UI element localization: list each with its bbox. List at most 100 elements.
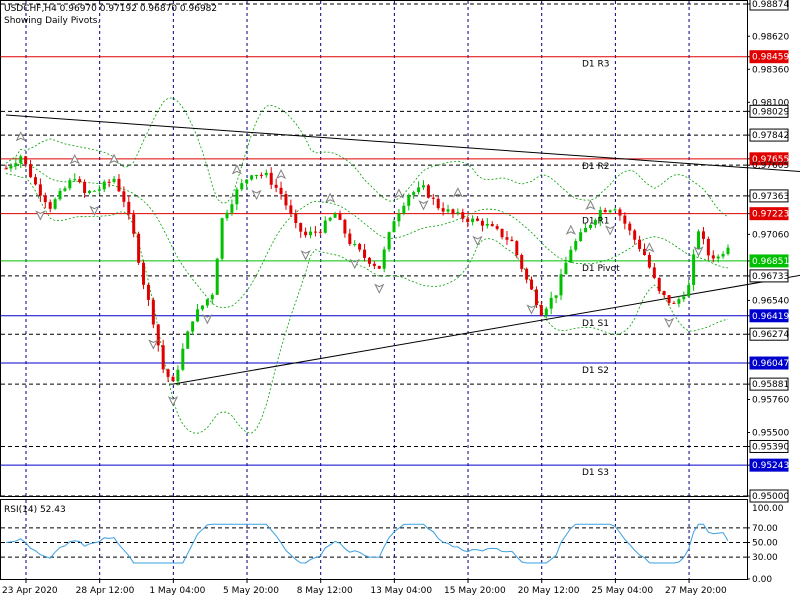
- bullish-candle: [235, 189, 239, 205]
- price-tag-box: [749, 50, 789, 64]
- bearish-candle: [623, 215, 627, 224]
- price-tick-label: 0.98874: [752, 0, 789, 10]
- fractal-down-arrow-icon: [374, 283, 385, 294]
- bearish-candle: [530, 279, 534, 290]
- horizontal-levels: [1, 3, 747, 497]
- bearish-candle: [127, 201, 131, 215]
- price-tag-box: [749, 327, 789, 341]
- fractal-up-arrow-icon: [585, 199, 596, 211]
- bullish-candle: [559, 274, 563, 296]
- bearish-candle: [107, 181, 111, 183]
- price-tag-box: [749, 377, 789, 391]
- bearish-candle: [4, 168, 8, 170]
- fractal-down-arrow-icon: [605, 225, 616, 236]
- bullish-candle: [412, 192, 416, 195]
- bearish-candle: [451, 209, 455, 214]
- bearish-candle: [24, 156, 28, 165]
- fractal-up-arrow-icon: [69, 154, 80, 165]
- bullish-candle: [574, 241, 578, 250]
- grid: [25, 1, 690, 579]
- fractal-up-arrow-icon: [565, 224, 576, 235]
- time-tick-label: 23 Apr 2020: [2, 586, 58, 596]
- bearish-candle: [426, 185, 430, 198]
- bullish-candle: [407, 194, 411, 206]
- bullish-candle: [264, 172, 268, 176]
- rsi-line: [5, 523, 729, 564]
- bearish-candle: [510, 239, 514, 242]
- bullish-candle: [333, 213, 337, 218]
- bullish-candle: [593, 219, 597, 225]
- bullish-candle: [485, 223, 489, 226]
- bearish-candle: [372, 263, 376, 266]
- bearish-candle: [500, 228, 504, 238]
- bearish-candle: [259, 174, 263, 176]
- bullish-candle: [53, 199, 57, 209]
- price-tick-label: 0.97060: [752, 230, 789, 240]
- bearish-candle: [647, 255, 651, 268]
- price-tag-box: [749, 309, 789, 323]
- bearish-candle: [476, 218, 480, 221]
- bearish-candle: [33, 177, 37, 185]
- bullish-candle: [186, 331, 190, 349]
- bullish-candle: [421, 185, 425, 188]
- trendlines[interactable]: [5, 114, 800, 385]
- bullish-candle: [328, 217, 332, 221]
- bearish-candle: [313, 231, 317, 233]
- bullish-candle: [14, 163, 18, 167]
- bearish-candle: [284, 194, 288, 206]
- fractals: [15, 131, 704, 407]
- bearish-candle: [363, 249, 367, 258]
- pivot-label: D1 R3: [582, 60, 610, 70]
- chart-subtitle: Showing Daily Pivots.: [4, 16, 100, 26]
- bearish-candle: [480, 220, 484, 226]
- bearish-candle: [618, 209, 622, 216]
- fractal-down-arrow-icon: [202, 314, 213, 325]
- bullish-candle: [392, 221, 396, 233]
- bullish-candle: [250, 175, 254, 180]
- time-tick-label: 27 May 20:00: [665, 586, 727, 596]
- rsi-tick-label: 70.00: [752, 524, 778, 534]
- bullish-candle: [309, 231, 313, 236]
- bearish-candle: [161, 345, 165, 370]
- pivot-label: D1 Pivot: [582, 264, 620, 274]
- bearish-candle: [436, 198, 440, 209]
- bearish-candle: [166, 369, 170, 377]
- rsi-header: RSI(14) 52.43: [4, 505, 66, 515]
- fractal-down-arrow-icon: [148, 339, 159, 350]
- price-tag-box: [749, 356, 789, 370]
- bearish-candle: [461, 212, 465, 219]
- bearish-candle: [137, 233, 141, 263]
- fractal-up-arrow-icon: [325, 192, 336, 203]
- bearish-candle: [338, 213, 342, 220]
- bearish-candle: [431, 197, 435, 199]
- bullish-candle: [92, 190, 96, 192]
- bearish-candle: [29, 164, 33, 178]
- bullish-candle: [97, 189, 101, 191]
- fractal-down-arrow-icon: [89, 205, 100, 216]
- price-tag-box: [749, 458, 789, 472]
- bearish-candle: [269, 172, 273, 185]
- bullish-candle: [584, 227, 588, 233]
- bullish-candle: [682, 296, 686, 300]
- price-tick-label: 0.95881: [752, 380, 789, 390]
- bullish-candle: [598, 210, 602, 220]
- time-tick-label: 25 May 04:00: [591, 586, 653, 596]
- bearish-candle: [48, 202, 52, 209]
- price-tick-label: 0.97655: [752, 155, 789, 165]
- time-tick-label: 15 May 20:00: [444, 586, 506, 596]
- price-tick-label: 0.96047: [752, 359, 789, 369]
- price-tag-box: [749, 269, 789, 283]
- bullish-candle: [677, 299, 681, 304]
- price-tick-label: 0.96851: [752, 257, 789, 267]
- rsi-axis-top-label: 100.00: [752, 504, 784, 514]
- pivot-label: D1 S3: [582, 468, 609, 478]
- price-tag-box: [749, 0, 789, 11]
- bearish-candle: [520, 254, 524, 269]
- bullish-candle: [382, 249, 386, 269]
- time-tick-label: 13 May 04:00: [370, 586, 432, 596]
- rsi-tick-label: 0.00: [752, 575, 772, 585]
- price-tick-label: 0.98100: [752, 98, 789, 108]
- bullish-candle: [716, 256, 720, 259]
